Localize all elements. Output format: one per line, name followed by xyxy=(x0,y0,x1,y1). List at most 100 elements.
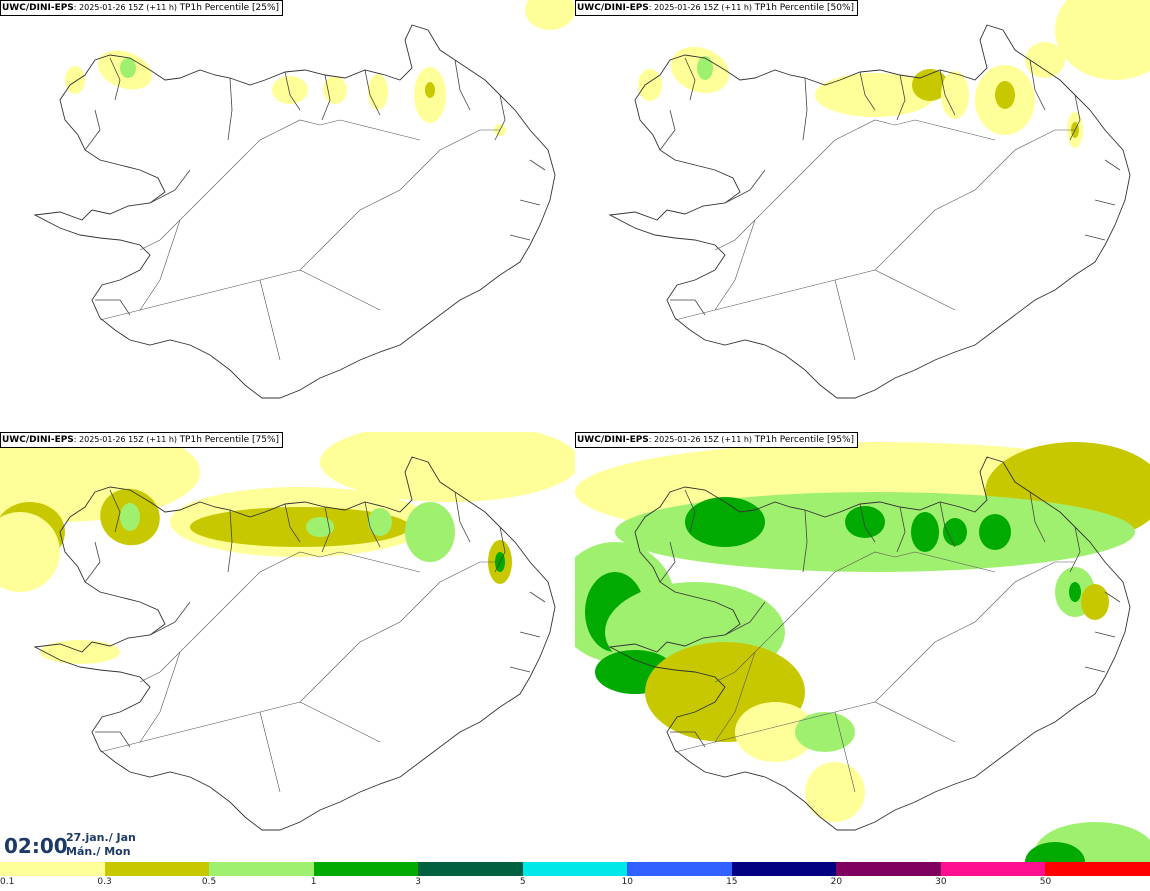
colorbar-tick-label: 20 xyxy=(830,877,843,887)
colorbar-segment xyxy=(522,862,628,876)
road-network xyxy=(99,119,500,361)
fjord-line xyxy=(802,509,808,573)
precip-map-p75 xyxy=(0,432,575,831)
colorbar-tick-label: 15 xyxy=(726,877,738,887)
iceland-coastline xyxy=(33,24,556,399)
fjord-line xyxy=(494,526,506,573)
precip-blob xyxy=(795,712,855,752)
fjord-line xyxy=(1094,199,1116,206)
panel-title: UWC/DINI-EPS: 2025-01-26 15Z (+11 h) TP1… xyxy=(0,0,284,16)
precip-blob xyxy=(815,73,935,117)
fjord-line xyxy=(95,299,131,316)
fjord-line xyxy=(896,74,906,121)
fjord-line xyxy=(859,503,876,543)
fjord-line xyxy=(149,169,191,204)
precip-field xyxy=(0,432,575,664)
panel-title: UWC/DINI-EPS: 2025-01-26 15Z (+11 h) TP1… xyxy=(0,432,284,448)
precip-blob xyxy=(912,69,948,101)
precip-blob xyxy=(0,512,60,592)
fjord-line xyxy=(1094,631,1116,638)
colorbar-tick-label: 50 xyxy=(1039,877,1052,887)
fjord-line xyxy=(802,77,808,141)
panel-title: UWC/DINI-EPS: 2025-01-26 15Z (+11 h) TP1… xyxy=(575,0,859,16)
panel-title: UWC/DINI-EPS: 2025-01-26 15Z (+11 h) TP1… xyxy=(575,432,859,448)
map-panel-p75: UWC/DINI-EPS: 2025-01-26 15Z (+11 h) TP1… xyxy=(0,432,575,862)
precip-blob xyxy=(320,432,575,502)
iceland-coastline xyxy=(33,456,556,831)
colorbar-tick-label: 0.5 xyxy=(201,877,217,887)
precip-map-p95 xyxy=(575,442,1150,862)
precip-blob xyxy=(845,506,885,538)
precip-blob xyxy=(120,503,140,531)
fjord-line xyxy=(509,234,531,241)
map-panel-p25: UWC/DINI-EPS: 2025-01-26 15Z (+11 h) TP1… xyxy=(0,0,575,430)
precip-field xyxy=(638,0,1150,148)
precip-blob xyxy=(697,56,713,80)
colorbar-segment xyxy=(940,862,1046,876)
precip-blob xyxy=(735,702,815,762)
fjord-line xyxy=(670,299,706,316)
fjord-line xyxy=(939,69,956,116)
colorbar-segment xyxy=(0,862,105,876)
fjord-line xyxy=(454,491,471,543)
fjord-line xyxy=(1084,666,1106,673)
precip-blob xyxy=(40,640,120,664)
fjord-line xyxy=(84,109,101,151)
precip-blob xyxy=(425,82,435,98)
fjord-line xyxy=(684,489,696,533)
precip-blob xyxy=(1025,42,1065,78)
precip-blob xyxy=(323,76,347,104)
precip-map-p50 xyxy=(608,0,1150,399)
fjord-line xyxy=(84,541,101,583)
colorbar-segment xyxy=(418,862,523,876)
precip-blob xyxy=(65,66,85,94)
precip-blob xyxy=(272,76,308,104)
precip-blob xyxy=(979,514,1011,550)
precip-blob xyxy=(943,518,967,546)
fjord-line xyxy=(284,71,301,111)
fjord-line xyxy=(509,666,531,673)
precip-blob xyxy=(525,0,575,30)
iceland-coastline xyxy=(608,24,1131,399)
fjord-line xyxy=(364,501,381,548)
fjord-line xyxy=(1029,59,1046,111)
precip-blob xyxy=(120,58,136,78)
colorbar-tick-label: 5 xyxy=(519,877,526,887)
fjord-line xyxy=(1069,94,1081,141)
map-panel-p95: UWC/DINI-EPS: 2025-01-26 15Z (+11 h) TP1… xyxy=(575,432,1150,862)
precip-field xyxy=(65,0,575,136)
colorbar-tick-label: 0.1 xyxy=(0,877,15,887)
precip-blob xyxy=(368,74,388,110)
colorbar-tick-label: 10 xyxy=(621,877,633,887)
fjord-line xyxy=(227,77,233,141)
colorbar-tick-label: 0.3 xyxy=(97,877,112,887)
road-network xyxy=(99,551,500,793)
road-network xyxy=(674,551,1075,793)
fjord-line xyxy=(724,169,766,204)
precip-blob xyxy=(1069,582,1081,602)
precip-blob xyxy=(941,71,969,119)
colorbar-segment xyxy=(1045,862,1150,876)
fjord-line xyxy=(859,71,876,111)
colorbar xyxy=(0,862,1150,876)
precip-blob xyxy=(638,69,662,101)
precip-blob xyxy=(805,762,865,822)
colorbar-segment xyxy=(836,862,941,876)
precip-blob xyxy=(190,507,410,547)
fjord-line xyxy=(519,631,541,638)
fjord-line xyxy=(896,506,906,553)
precip-map-p25 xyxy=(33,0,575,399)
fjord-line xyxy=(1069,526,1081,573)
valid-time-box: 02:00 27.jan./ Jan Mán./ Mon xyxy=(0,826,136,862)
precip-blob xyxy=(1025,842,1085,862)
fjord-line xyxy=(939,501,956,548)
colorbar-tick-label: 3 xyxy=(415,877,422,887)
fjord-line xyxy=(454,59,471,111)
fjord-line xyxy=(724,601,766,636)
fjord-line xyxy=(529,591,546,603)
precip-blob xyxy=(1055,0,1150,80)
fjord-line xyxy=(109,489,121,533)
fjord-line xyxy=(1029,491,1046,543)
colorbar-segment xyxy=(627,862,732,876)
valid-date: 27.jan./ Jan Mán./ Mon xyxy=(66,831,136,858)
